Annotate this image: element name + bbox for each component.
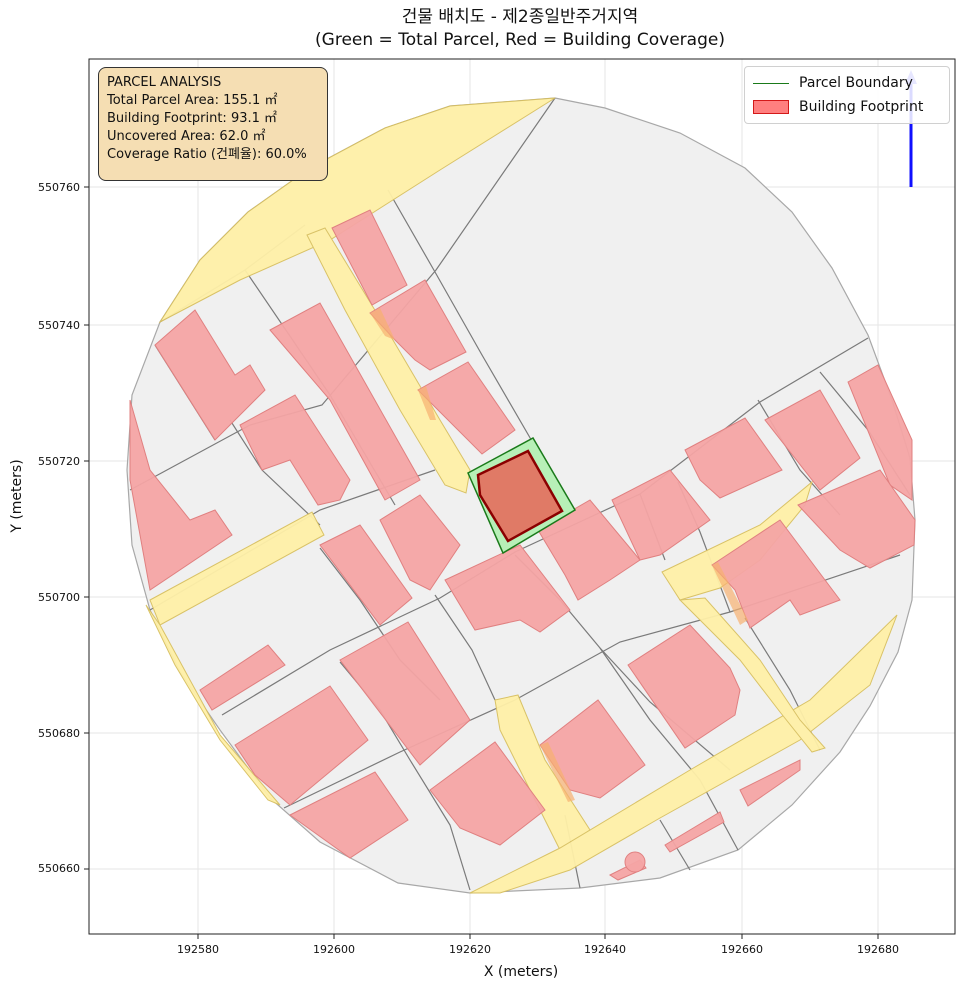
legend-item-parcel-boundary: Parcel Boundary — [753, 73, 913, 93]
y-tick-label: 550700 — [38, 591, 80, 604]
chart-title-line1: 건물 배치도 - 제2종일반주거지역 — [401, 7, 639, 27]
y-axis-label: Y (meters) — [9, 459, 25, 533]
analysis-coverage-ratio: Coverage Ratio (건폐율): 60.0% — [107, 147, 307, 162]
x-tick-label: 192620 — [449, 943, 491, 956]
legend-label: Building Footprint — [799, 99, 924, 115]
target-building — [476, 449, 564, 543]
legend-line-icon — [753, 73, 789, 93]
legend: Parcel Boundary Building Footprint — [744, 66, 950, 124]
x-tick-label: 192680 — [857, 943, 899, 956]
roads — [145, 97, 898, 894]
analysis-header: PARCEL ANALYSIS — [107, 75, 222, 90]
analysis-total-area: Total Parcel Area: 155.1 ㎡ — [107, 93, 278, 108]
chart-title: 건물 배치도 - 제2종일반주거지역 (Green = Total Parcel… — [0, 6, 964, 52]
x-tick-label: 192640 — [584, 943, 626, 956]
tick-marks — [84, 186, 879, 939]
y-tick-label: 550740 — [38, 319, 80, 332]
analysis-uncovered-area: Uncovered Area: 62.0 ㎡ — [107, 129, 266, 144]
parcel-analysis-box: PARCEL ANALYSIS Total Parcel Area: 155.1… — [98, 67, 328, 181]
legend-label: Parcel Boundary — [799, 75, 913, 91]
y-tick-label: 550680 — [38, 727, 80, 740]
x-tick-label: 192580 — [177, 943, 219, 956]
legend-patch-icon — [753, 97, 789, 117]
road-overlaps — [370, 308, 748, 802]
y-tick-labels: 550660 550680 550700 550720 550740 55076… — [38, 181, 80, 875]
analysis-building-footprint: Building Footprint: 93.1 ㎡ — [107, 111, 278, 126]
buildings — [129, 209, 916, 881]
y-tick-label: 550760 — [38, 181, 80, 194]
x-tick-label: 192600 — [313, 943, 355, 956]
legend-item-building-footprint: Building Footprint — [753, 97, 923, 117]
y-tick-label: 550660 — [38, 862, 80, 875]
plot-frame — [88, 58, 956, 935]
y-tick-label: 550720 — [38, 455, 80, 468]
x-tick-labels: 192580 192600 192620 192640 192660 19268… — [177, 943, 899, 956]
x-axis-label: X (meters) — [484, 964, 558, 980]
chart-title-line2: (Green = Total Parcel, Red = Building Co… — [315, 30, 725, 50]
x-tick-label: 192660 — [721, 943, 763, 956]
